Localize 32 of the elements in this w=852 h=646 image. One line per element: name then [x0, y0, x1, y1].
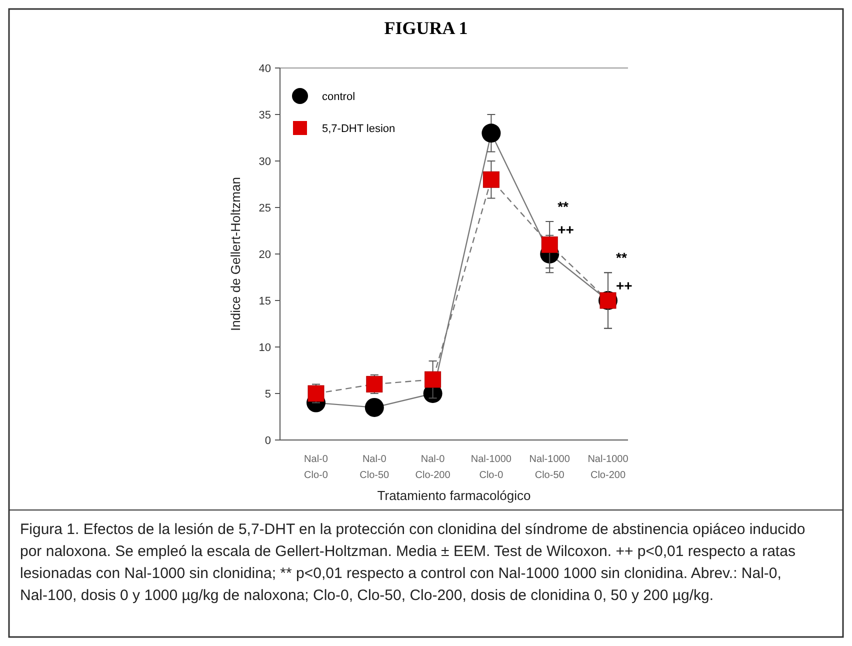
y-tick-label: 25 — [258, 202, 271, 214]
annotation: ++ — [558, 222, 574, 238]
y-tick-label: 35 — [258, 110, 271, 122]
annotation: ** — [558, 198, 570, 214]
y-tick-label: 0 — [264, 435, 271, 447]
point — [482, 171, 500, 188]
x-tick-label: Nal-0 Clo-200 — [415, 454, 451, 481]
annotation: ++ — [616, 278, 632, 294]
x-tick-label: Nal-1000 Clo-200 — [588, 454, 629, 481]
x-axis-title: Tratamiento farmacológico — [377, 488, 531, 503]
y-tick-label: 30 — [258, 156, 271, 168]
legend-label: 5,7-DHT lesion — [322, 123, 396, 135]
y-tick-label: 20 — [258, 249, 271, 261]
point — [364, 398, 384, 417]
point — [308, 385, 324, 402]
y-tick-label: 5 — [264, 388, 271, 400]
y-tick-label: 10 — [258, 342, 271, 354]
y-tick-label: 15 — [258, 296, 271, 308]
chart-title: FIGURA 1 — [384, 18, 468, 38]
annotation: ** — [616, 250, 628, 266]
x-tick-label: Nal-1000 Clo-0 — [470, 454, 512, 481]
x-tick-label: Nal-0 Clo-0 — [304, 454, 328, 481]
point — [482, 124, 501, 143]
x-tick-label: Nal-1000 Clo-50 — [529, 454, 570, 481]
text: Figura 1. Efectos de la lesión de 5,7-DHT en la protección con clonidina del síndrome de abstinencia opiáceo inducido por naloxona. Se empleó la escala de Gellert-Holtzman. Media ± EEM. Test de Wilcoxon. ++ p<0,01 respecto a ratas lesionadas con Nal-1000 sin clonidina; ** p<0,01 respecto a control con Nal-1000 1000 sin clonidina. Abrev.: Nal-0, Nal-100, dosis 0 y 1000 µg/kg de naloxona; Clo-0, Clo-50, Clo-200, dosis de clonidina 0, 50 y 200 µg/kg. — [20, 521, 806, 604]
point — [366, 376, 383, 392]
legend-label: control — [322, 91, 356, 103]
y-tick-label: 40 — [258, 63, 271, 75]
point — [541, 236, 558, 253]
x-tick-label: Nal-0 Clo-50 — [360, 454, 390, 481]
y-axis-title: Indice de Gellert-Holtzman — [228, 177, 243, 331]
point — [424, 371, 442, 388]
